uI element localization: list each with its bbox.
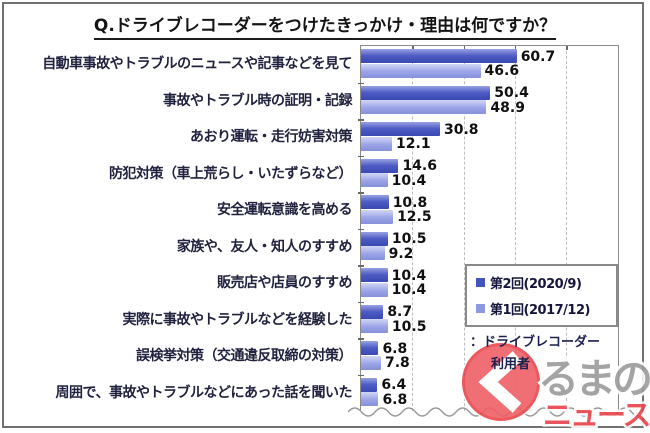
gridline-80 [566, 46, 568, 411]
bar-series-1 [361, 231, 388, 246]
value-label-series-2: 7.8 [385, 355, 410, 371]
axis-tick-left [358, 155, 364, 157]
value-label-series-2: 46.6 [484, 63, 520, 79]
category-label: 安全運転意識を高める [217, 202, 353, 219]
chart-title: Q.ドライブレコーダーをつけたきっかけ・理由は何ですか？ [0, 11, 650, 40]
bar-series-1 [361, 304, 384, 319]
legend-swatch-icon [476, 278, 485, 287]
axis-tick-left [358, 301, 364, 303]
axis-tick-left [358, 82, 364, 84]
logo-text-red: ニュース [543, 398, 650, 432]
bar-series-2 [361, 136, 393, 151]
bar-series-1 [361, 158, 399, 173]
category-label: 事故やトラブル時の証明・記録 [163, 92, 353, 109]
value-label-series-1: 60.7 [520, 48, 556, 65]
bar-series-1 [361, 49, 517, 63]
note-line-1: ：ドライブレコーダー [470, 335, 601, 350]
category-label: 周囲で、事故やトラブルなどにあった話を聞いた [55, 384, 353, 401]
logo-text-gray: るまの [538, 355, 650, 403]
axis-tick-left [358, 228, 364, 230]
bar-series-2 [361, 100, 487, 114]
category-label: 販売店や店員のすすめ [217, 275, 353, 292]
value-label-series-2: 9.2 [388, 245, 414, 262]
category-label: 実際に事故やトラブルなどを経験した [122, 311, 353, 328]
value-label-series-2: 10.5 [391, 318, 427, 335]
legend-label: 第1回(2017/12) [490, 303, 590, 318]
chart-title-text: Q.ドライブレコーダーをつけたきっかけ・理由は何ですか？ [93, 11, 557, 40]
category-label: 自動車事故やトラブルのニュースや記事などを見て [42, 56, 352, 73]
note-line-2: 利用者 [491, 357, 531, 372]
kuruma-news-logo: るまの ニュース [460, 341, 650, 433]
bar-series-2 [361, 246, 385, 260]
value-label-series-2: 10.4 [391, 282, 427, 298]
bar-series-1 [361, 122, 440, 136]
bar-series-2 [361, 209, 394, 224]
category-label: あおり運転・走行妨害対策 [190, 129, 353, 146]
gridline-60 [514, 46, 516, 411]
value-label-series-1: 30.8 [444, 121, 479, 138]
value-label-series-2: 10.4 [391, 172, 427, 189]
bar-series-2 [361, 173, 388, 187]
value-label-series-1: 6.4 [381, 377, 407, 393]
bar-series-1 [361, 377, 378, 392]
value-label-series-1: 50.4 [494, 85, 529, 101]
axis-tick-top [463, 46, 466, 50]
value-label-series-1: 8.7 [387, 304, 413, 320]
bar-series-1 [361, 268, 388, 282]
legend-item: 第1回(2017/12) [476, 299, 616, 318]
bar-series-2 [361, 63, 481, 78]
axis-tick-top [514, 46, 517, 50]
bar-series-2 [361, 392, 379, 406]
axis-tick-top [412, 46, 414, 50]
legend-swatch-icon [476, 304, 485, 313]
value-label-series-2: 12.5 [397, 209, 432, 225]
bar-series-1 [361, 341, 379, 355]
legend-item: 第2回(2020/9) [476, 273, 616, 292]
axis-tick-top [566, 46, 568, 50]
bar-series-2 [361, 319, 388, 333]
value-label-series-1: 10.4 [391, 267, 427, 284]
axis-tick-left [358, 265, 364, 267]
value-label-series-1: 14.6 [402, 158, 437, 174]
axis-tick-left [358, 374, 364, 376]
bar-series-1 [361, 195, 389, 209]
gridline-40 [463, 46, 465, 411]
value-label-series-2: 12.1 [396, 136, 431, 152]
logo-ku-chevron-icon [478, 351, 522, 413]
bar-series-1 [361, 85, 491, 100]
legend: 第2回(2020/9) 第1回(2017/12) [465, 264, 618, 327]
value-label-series-1: 10.8 [392, 194, 428, 211]
value-label-series-2: 48.9 [490, 99, 525, 116]
value-label-series-2: 6.8 [382, 391, 408, 408]
value-label-series-1: 6.8 [382, 340, 408, 357]
gridline-20 [412, 46, 414, 411]
axis-tick-left [358, 119, 364, 121]
value-label-series-1: 10.5 [391, 231, 427, 247]
logo-circle [462, 343, 540, 421]
bar-series-2 [361, 282, 388, 297]
category-label: 防犯対策（車上荒らし・いたずらなど） [109, 165, 353, 182]
category-label: 家族や、友人・知人のすすめ [176, 238, 353, 255]
axis-tick-left [358, 338, 364, 340]
category-label: 誤検挙対策（交通違反取締の対策） [136, 348, 353, 365]
legend-label: 第2回(2020/9) [490, 277, 582, 292]
bar-series-2 [361, 355, 381, 370]
axis-tick-left [358, 192, 364, 194]
